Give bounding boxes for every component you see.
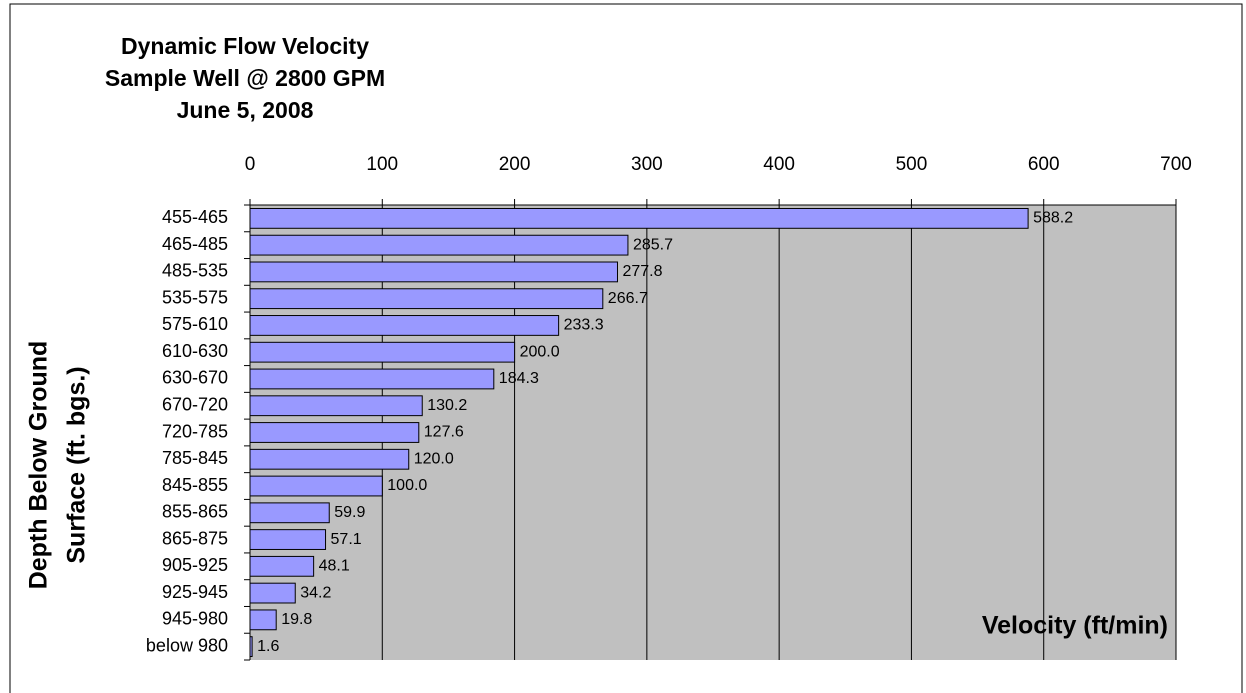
x-tick-label: 400 [763, 154, 795, 175]
bar [249, 609, 277, 631]
data-label: 200.0 [520, 343, 560, 360]
bar [249, 395, 423, 417]
y-tick-label: 465-485 [162, 234, 228, 254]
bar [249, 555, 315, 577]
bar [249, 261, 618, 283]
x-tick-label: 300 [631, 154, 663, 175]
y-tick-label: 455-465 [162, 207, 228, 227]
x-tick-label: 200 [499, 154, 531, 175]
bar [249, 475, 383, 497]
bar [249, 207, 1029, 229]
data-label: 48.1 [319, 558, 350, 575]
y-tick-label: 535-575 [162, 287, 228, 307]
bar [249, 502, 330, 524]
bar [249, 315, 560, 336]
x-axis-label: Velocity (ft/min) [982, 612, 1168, 640]
y-tick-label: 670-720 [162, 394, 228, 414]
data-label: 1.6 [257, 638, 279, 655]
y-tick-label: 610-630 [162, 341, 228, 361]
data-label: 127.6 [424, 424, 464, 441]
bar [249, 636, 253, 658]
y-tick-label: 785-845 [162, 448, 228, 468]
y-tick-label: 855-865 [162, 502, 228, 522]
frame [9, 3, 1243, 693]
data-label: 266.7 [608, 290, 648, 307]
data-label: 120.0 [414, 450, 454, 467]
bar [249, 529, 327, 550]
chart-title: Dynamic Flow Velocity [121, 33, 369, 59]
data-label: 34.2 [300, 584, 331, 601]
y-axis-label: Depth Below Ground [25, 341, 53, 590]
y-tick-label: below 980 [146, 635, 228, 655]
y-axis-label: Surface (ft. bgs.) [63, 366, 91, 563]
data-label: 19.8 [281, 611, 312, 628]
x-tick-label: 600 [1028, 154, 1060, 175]
y-tick-label: 630-670 [162, 368, 228, 388]
data-label: 588.2 [1033, 210, 1073, 227]
x-tick-label: 0 [245, 154, 256, 175]
data-label: 59.9 [334, 504, 365, 521]
y-tick-label: 845-855 [162, 475, 228, 495]
data-label: 57.1 [331, 531, 362, 548]
bar [249, 288, 604, 310]
x-tick-label: 700 [1160, 154, 1192, 175]
y-tick-label: 945-980 [162, 609, 228, 629]
data-label: 100.0 [387, 477, 427, 494]
y-tick-label: 485-535 [162, 261, 228, 281]
bar [249, 341, 516, 363]
y-tick-label: 575-610 [162, 314, 228, 334]
data-label: 277.8 [622, 263, 662, 280]
bar [249, 448, 410, 470]
x-tick-label: 500 [896, 154, 928, 175]
y-tick-label: 865-875 [162, 528, 228, 548]
data-label: 285.7 [633, 236, 673, 253]
bar [249, 422, 420, 443]
data-label: 130.2 [427, 397, 467, 414]
bar [249, 234, 629, 256]
y-tick-label: 905-925 [162, 555, 228, 575]
chart-subtitle: June 5, 2008 [177, 97, 314, 123]
data-label: 184.3 [499, 370, 539, 387]
bar [249, 368, 495, 390]
x-tick-label: 100 [366, 154, 398, 175]
data-label: 233.3 [564, 317, 604, 334]
bar [249, 582, 296, 604]
chart-subtitle: Sample Well @ 2800 GPM [105, 65, 385, 91]
y-tick-label: 925-945 [162, 582, 228, 602]
y-tick-label: 720-785 [162, 421, 228, 441]
